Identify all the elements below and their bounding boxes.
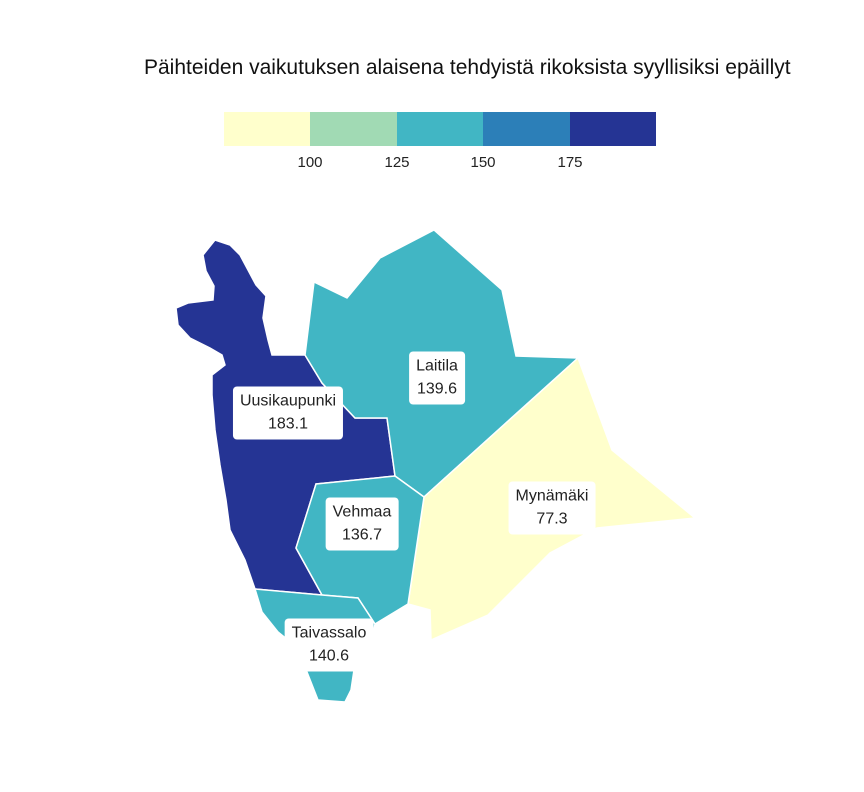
legend-swatch — [569, 112, 657, 146]
region-value: 77.3 — [536, 510, 568, 528]
region-label-mynamaki: Mynämäki 77.3 — [508, 481, 596, 535]
region-value: 140.6 — [308, 647, 350, 665]
region-value: 136.7 — [341, 526, 383, 544]
legend-tick: 175 — [557, 154, 583, 171]
region-label-uusikaupunki: Uusikaupunki 183.1 — [232, 386, 344, 440]
legend-swatch — [396, 112, 484, 146]
legend-swatch — [310, 112, 397, 146]
map-title: Päihteiden vaikutuksen alaisena tehdyist… — [144, 56, 791, 79]
region-value: 183.1 — [267, 415, 309, 433]
region-name: Laitila — [416, 357, 458, 375]
legend-tick: 125 — [384, 154, 410, 171]
region-label-laitila: Laitila 139.6 — [409, 351, 465, 405]
legend-tick: 100 — [297, 154, 323, 171]
region-value: 139.6 — [416, 380, 458, 398]
region-name: Uusikaupunki — [239, 392, 337, 410]
region-name: Vehmaa — [332, 503, 392, 521]
legend-swatch — [224, 112, 311, 146]
region-label-taivassalo: Taivassalo 140.6 — [284, 618, 374, 672]
legend-ticks: 100 125 150 175 — [224, 154, 656, 176]
legend-swatch — [483, 112, 570, 146]
legend-tick: 150 — [470, 154, 496, 171]
region-label-vehmaa: Vehmaa 136.7 — [325, 497, 399, 551]
region-name: Mynämäki — [515, 487, 589, 505]
region-name: Taivassalo — [291, 624, 367, 642]
color-legend — [224, 112, 657, 146]
